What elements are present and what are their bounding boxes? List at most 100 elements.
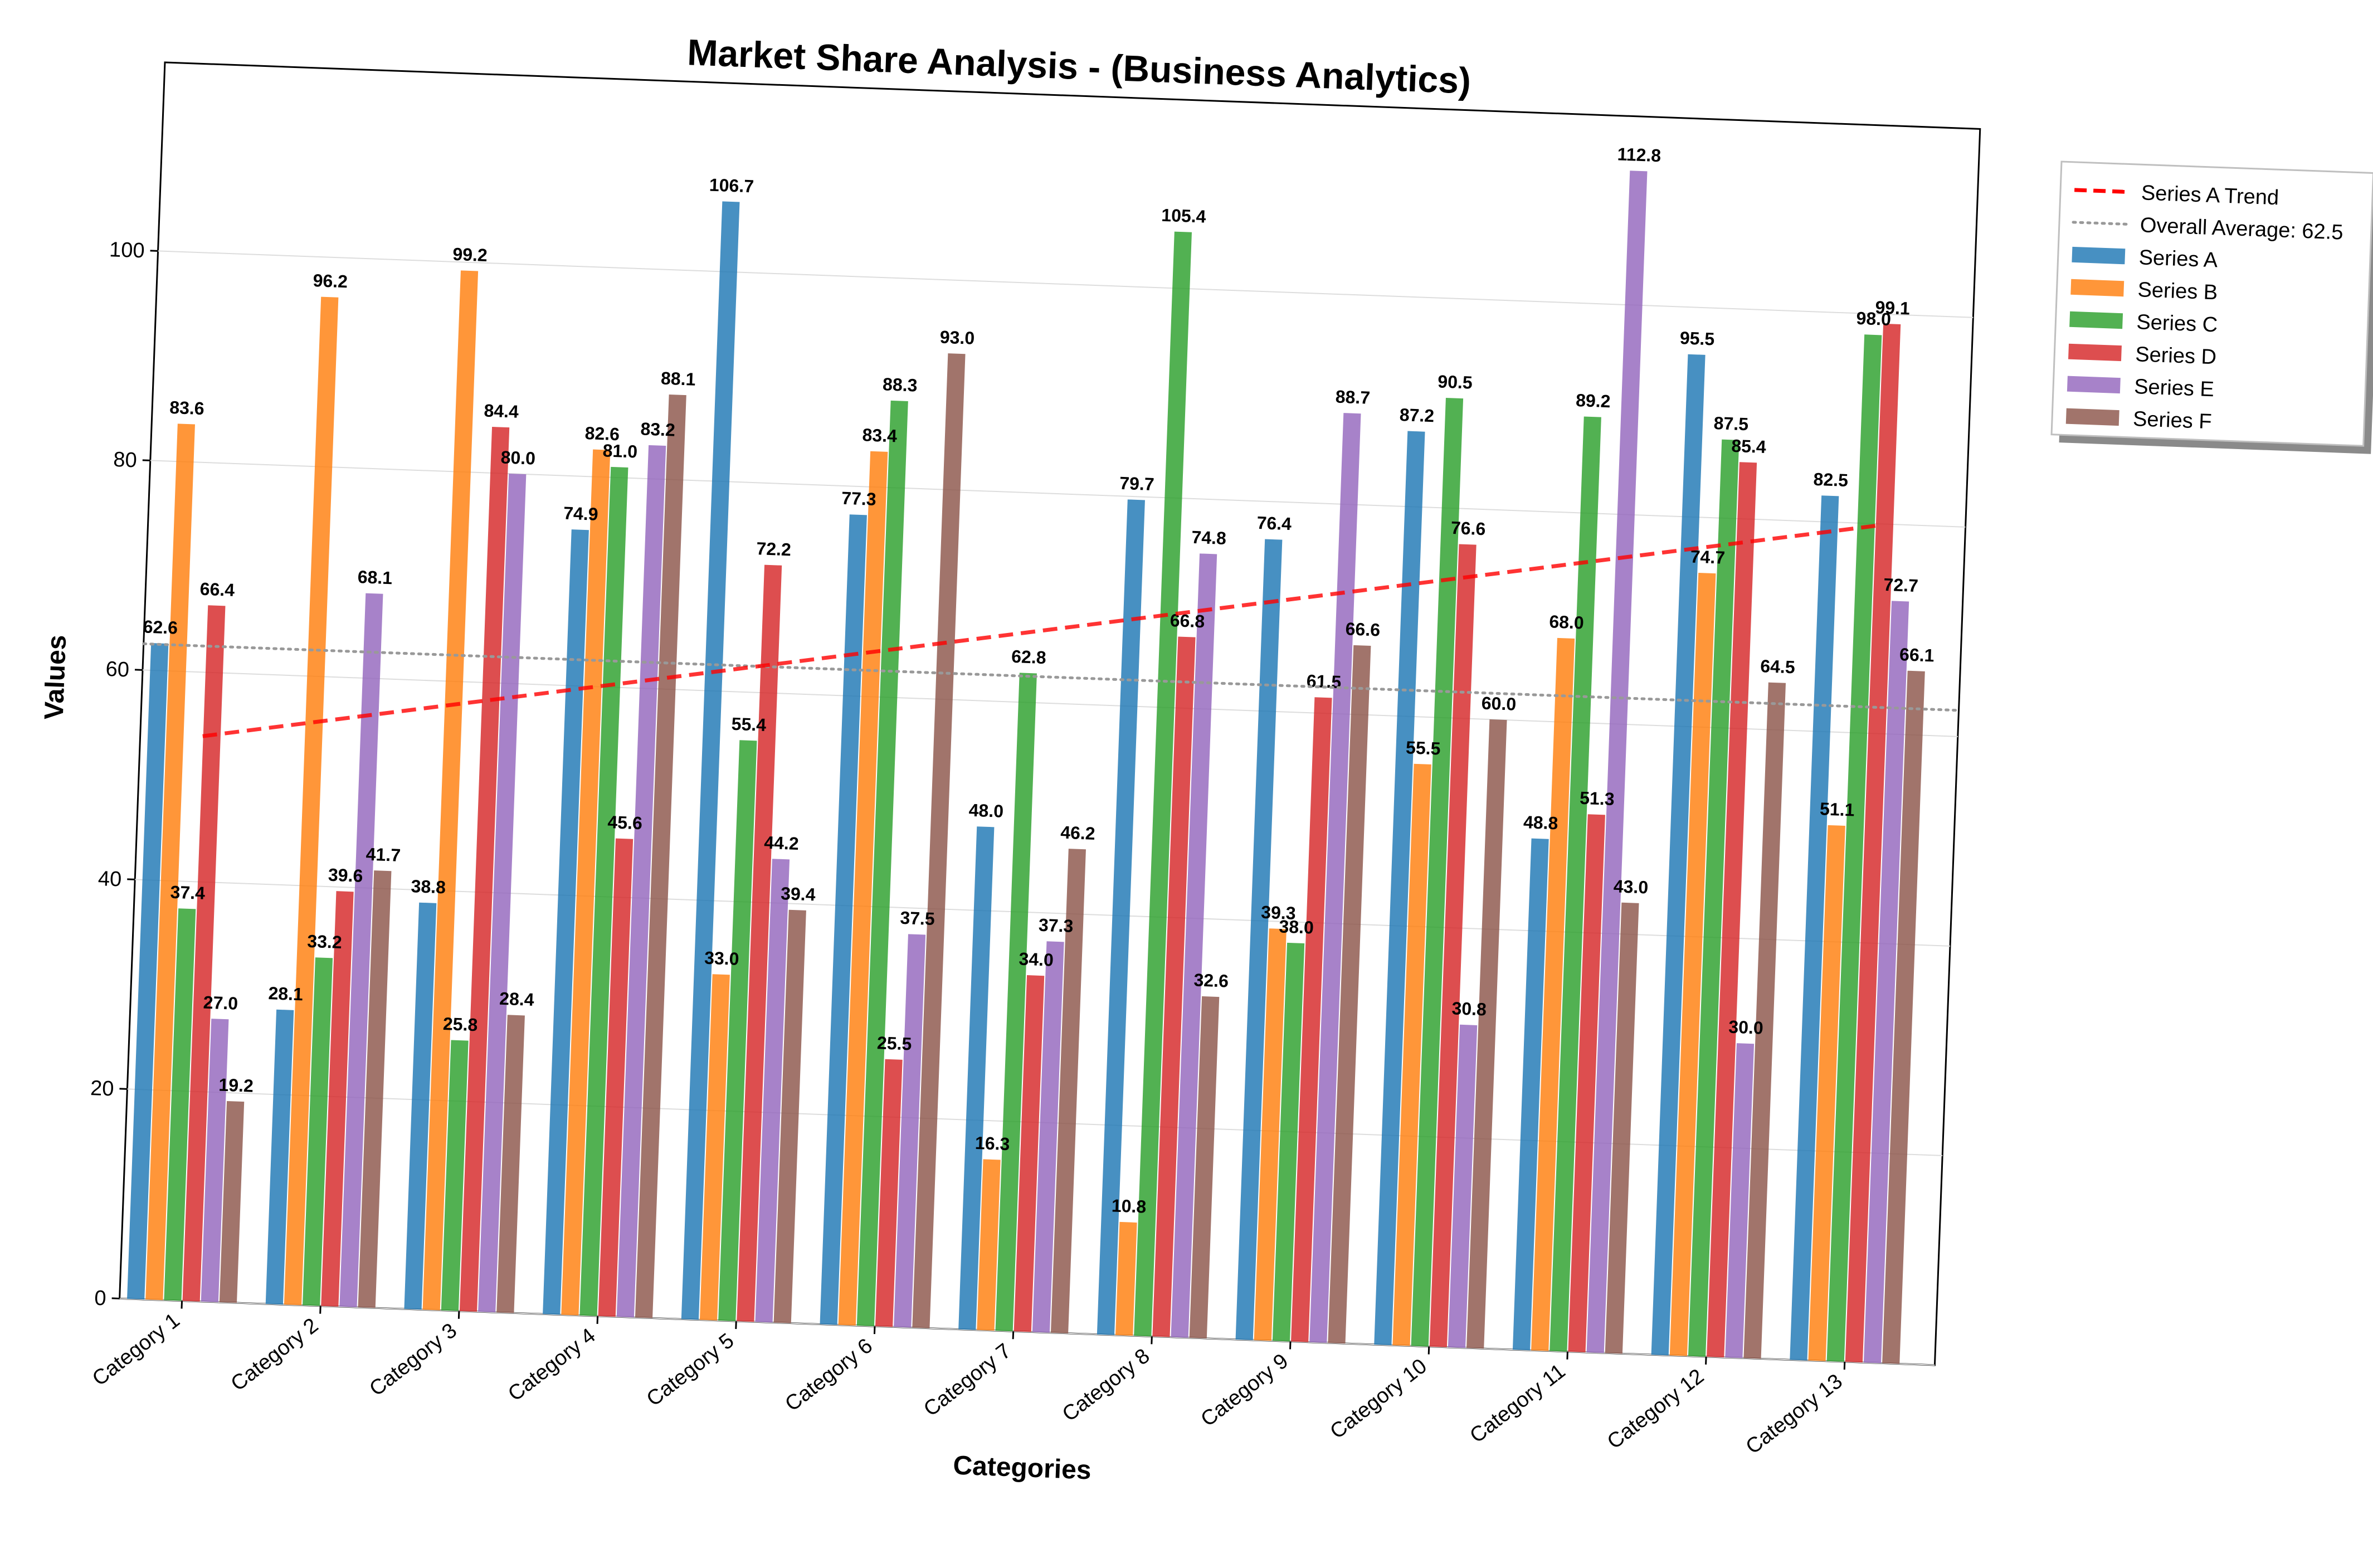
data-label-series-d: 99.1 (1875, 297, 1911, 318)
data-label-series-b: 33.0 (704, 948, 740, 969)
legend-label-series-f: Series F (2132, 407, 2212, 434)
data-label-series-f: 46.2 (1060, 822, 1096, 844)
data-label-series-e: 37.3 (1038, 915, 1074, 936)
bar-series-f (219, 1101, 245, 1303)
data-label-series-b: 51.1 (1820, 798, 1855, 820)
data-label-series-e: 44.2 (764, 832, 800, 854)
series-a-trend-line (202, 524, 1876, 738)
bar-series-d (1707, 462, 1757, 1358)
x-tick (1566, 1351, 1568, 1360)
data-label-series-b: 55.5 (1406, 737, 1441, 758)
bar-series-b (1254, 928, 1287, 1341)
data-label-series-d: 39.6 (328, 865, 363, 886)
data-label-series-a: 87.2 (1399, 405, 1435, 426)
data-label-series-e: 112.8 (1617, 144, 1661, 165)
data-label-series-a: 79.7 (1119, 473, 1155, 494)
grid-line (135, 879, 1951, 947)
data-label-series-e: 30.0 (1728, 1017, 1764, 1038)
legend-swatch-series-a (2072, 246, 2126, 265)
data-label-series-c: 37.4 (170, 882, 206, 903)
data-label-series-e: 80.0 (500, 447, 536, 468)
x-tick (319, 1306, 321, 1314)
data-label-series-f: 43.0 (1613, 876, 1649, 897)
bar-series-c (303, 957, 333, 1306)
data-label-series-a: 95.5 (1679, 328, 1715, 349)
y-axis-label: Values (40, 635, 72, 720)
bar-series-d (1429, 544, 1477, 1347)
bar-series-f (912, 353, 966, 1328)
bar-series-b (1392, 763, 1431, 1346)
x-tick (1289, 1341, 1292, 1350)
data-label-series-f: 39.4 (781, 883, 816, 904)
bar-series-a (958, 826, 995, 1330)
data-label-series-f: 60.0 (1481, 693, 1517, 714)
x-tick-label: Category 3 (365, 1319, 461, 1401)
data-label-series-d: 72.2 (756, 538, 792, 559)
bar-series-d (875, 1059, 903, 1327)
data-label-series-a: 74.9 (563, 503, 599, 524)
data-label-series-f: 93.0 (939, 327, 975, 348)
data-label-series-a: 77.3 (841, 488, 877, 509)
y-axis: 0 20 40 60 80 100 (90, 238, 158, 1311)
bar-series-b (422, 270, 479, 1311)
legend-swatch-series-e (2067, 376, 2121, 394)
data-label-series-c: 81.0 (602, 440, 638, 461)
grid-line (150, 460, 1966, 528)
data-label-series-b: 16.3 (974, 1133, 1010, 1154)
bar-series-e (1171, 553, 1217, 1338)
bar-series-a (1235, 539, 1283, 1341)
bar-series-b (1669, 573, 1716, 1356)
bar-series-a (1374, 431, 1425, 1346)
bar-series-f (635, 395, 686, 1318)
grid-line (158, 250, 1974, 318)
reference-lines (142, 524, 1961, 738)
bar-series-f (1328, 645, 1371, 1344)
bar-series-d (598, 838, 634, 1317)
data-label-series-d: 45.6 (607, 812, 643, 833)
bar-series-d (737, 564, 782, 1322)
data-label-series-c: 38.0 (1279, 916, 1314, 937)
data-label-series-d: 25.5 (876, 1033, 912, 1054)
bar-series-d (459, 427, 510, 1312)
bar-series-f (496, 1015, 525, 1313)
legend-swatch-series-c (2069, 311, 2123, 329)
x-tick-label: Category 7 (919, 1339, 1015, 1421)
data-label-series-e: 83.2 (640, 418, 676, 440)
legend-swatch-series-b (2070, 279, 2125, 297)
x-tick-label: Category 8 (1058, 1344, 1154, 1426)
data-label-series-e: 88.7 (1335, 387, 1371, 408)
x-tick-label: Category 13 (1742, 1370, 1847, 1459)
data-label-series-c: 90.5 (1438, 371, 1473, 392)
bar-series-f (773, 909, 806, 1323)
data-label-series-f: 28.4 (499, 988, 535, 1010)
legend-swatch-series-f (2065, 408, 2119, 426)
bar-series-a (1097, 499, 1145, 1335)
x-tick (1843, 1361, 1846, 1370)
y-tick-label: 60 (105, 658, 130, 682)
bar-series-f (1050, 849, 1086, 1333)
overall-average-line (142, 642, 1961, 712)
data-label-series-f: 41.7 (366, 844, 401, 865)
data-label-series-a: 48.0 (968, 800, 1004, 821)
bar-series-f (358, 870, 392, 1308)
y-tick-label: 20 (90, 1077, 114, 1101)
data-label-series-b: 39.3 (1261, 902, 1297, 923)
data-label-series-c: 89.2 (1576, 390, 1611, 411)
data-label-series-f: 32.6 (1193, 970, 1229, 991)
data-label-series-b: 96.2 (313, 270, 348, 291)
data-label-series-a: 38.8 (411, 876, 446, 897)
data-label-series-b: 82.6 (584, 423, 620, 444)
bar-series-d (182, 605, 226, 1302)
bar-series-c (995, 673, 1037, 1332)
data-label-series-f: 64.5 (1760, 656, 1796, 677)
y-tick-label: 80 (113, 448, 138, 473)
bar-series-d (1013, 975, 1045, 1332)
x-tick (735, 1321, 737, 1330)
bar-series-f (1466, 719, 1507, 1349)
y-tick-label: 40 (98, 867, 122, 892)
legend-swatch-series-a-trend (2074, 188, 2128, 194)
data-label-series-d: 85.4 (1731, 436, 1767, 457)
data-label-series-c: 25.8 (442, 1014, 478, 1035)
